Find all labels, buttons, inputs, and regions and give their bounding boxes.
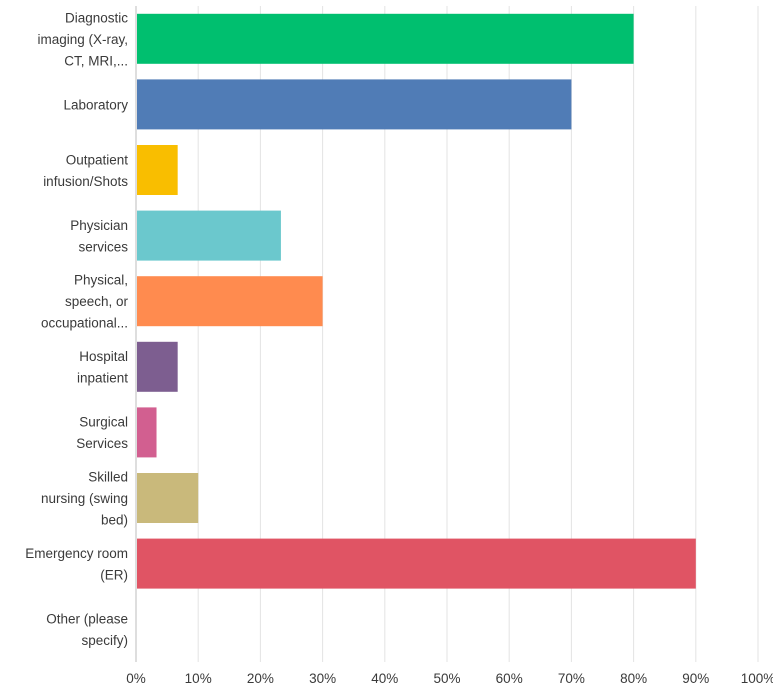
category-label: nursing (swing: [41, 491, 128, 506]
category-label: specify): [81, 633, 128, 648]
bar-layer: [137, 13, 696, 589]
x-tick-label: 40%: [371, 671, 398, 686]
bar[interactable]: [137, 407, 157, 458]
x-tick-label: 80%: [620, 671, 647, 686]
category-label: (ER): [100, 567, 128, 582]
category-label: occupational...: [41, 316, 128, 331]
x-tick-label: 20%: [247, 671, 274, 686]
category-label: Surgical: [79, 415, 128, 430]
category-label: speech, or: [65, 294, 129, 309]
x-tick-label: 60%: [496, 671, 523, 686]
category-label: Services: [76, 436, 128, 451]
bar[interactable]: [137, 538, 696, 589]
category-label: Other (please: [46, 611, 128, 626]
category-label: Hospital: [79, 349, 128, 364]
bar[interactable]: [137, 341, 178, 392]
bar[interactable]: [137, 79, 572, 130]
x-tick-label: 30%: [309, 671, 336, 686]
category-label: Outpatient: [66, 152, 129, 167]
bar[interactable]: [137, 473, 199, 523]
x-tick-label: 50%: [433, 671, 460, 686]
category-label: bed): [101, 513, 128, 528]
category-label: inpatient: [77, 371, 128, 386]
category-label: Physical,: [74, 273, 128, 288]
bar[interactable]: [137, 13, 634, 64]
bar[interactable]: [137, 276, 323, 327]
category-label: Emergency room: [25, 546, 128, 561]
category-label-layer: Diagnostic imaging (X-ray, CT, MRI,... Labo…: [25, 10, 128, 648]
bar[interactable]: [137, 210, 281, 261]
category-label: imaging (X-ray,: [37, 32, 128, 47]
x-tick-label: 90%: [682, 671, 709, 686]
category-label: CT, MRI,...: [64, 53, 128, 68]
category-label: infusion/Shots: [43, 174, 128, 189]
category-label: services: [78, 239, 128, 254]
bar[interactable]: [137, 145, 178, 195]
category-label: Laboratory: [63, 97, 128, 112]
category-label: Skilled: [88, 470, 128, 485]
x-tick-label: 0%: [126, 671, 146, 686]
tick-label-layer: 0% 10% 20% 30% 40% 50% 60% 70% 80% 90% 100%: [126, 671, 773, 686]
x-tick-label: 70%: [558, 671, 585, 686]
category-label: Diagnostic: [65, 10, 128, 25]
x-tick-label: 10%: [185, 671, 212, 686]
x-tick-label: 100%: [741, 671, 773, 686]
category-label: Physician: [70, 218, 128, 233]
